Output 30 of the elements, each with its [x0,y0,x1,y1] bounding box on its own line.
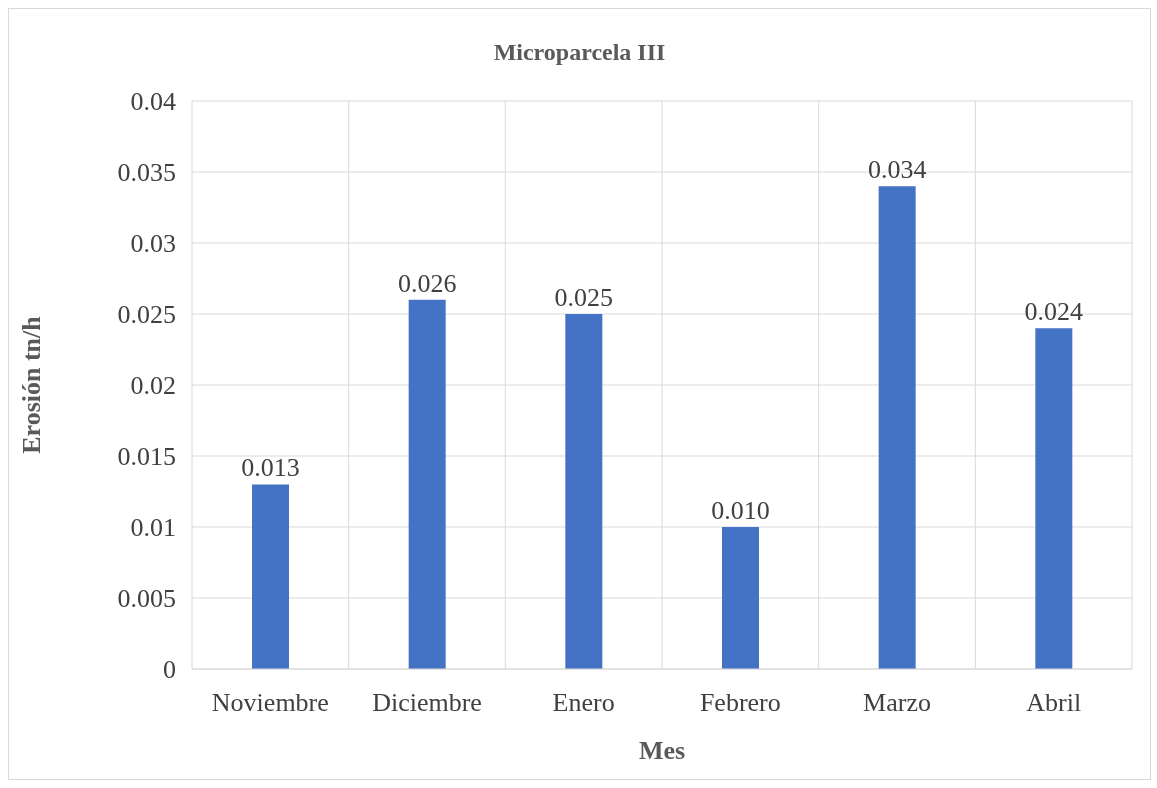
x-tick-label: Abril [1026,688,1082,718]
bar [878,186,916,669]
data-label: 0.024 [1024,297,1084,327]
y-tick-label: 0.025 [117,300,176,330]
bar [252,484,289,669]
chart-title: Microparcela III [492,39,667,66]
bar [408,299,446,669]
bar [722,527,759,669]
data-label: 0.013 [241,453,300,483]
bar [565,314,603,669]
y-tick-label: 0.035 [117,158,176,188]
y-tick-label: 0.03 [130,229,176,259]
y-tick-label: 0.02 [130,371,176,401]
bar [1035,328,1073,669]
data-label: 0.025 [554,283,614,312]
x-tick-label: Noviembre [211,688,329,718]
data-label: 0.010 [711,496,770,525]
x-tick-label: Febrero [699,688,781,718]
data-label: 0.026 [397,268,457,298]
x-tick-label: Marzo [863,688,931,718]
y-tick-label: 0.005 [117,584,176,614]
data-label: 0.034 [867,155,927,185]
y-tick-label: 0.01 [130,513,176,543]
x-axis-title: Mes [638,736,686,765]
y-tick-label: 0 [163,655,176,685]
y-tick-label: 0.015 [117,442,176,472]
y-axis-title: Erosión tn/h [17,315,47,454]
x-tick-label: Enero [552,688,615,718]
y-tick-label: 0.04 [130,87,176,117]
x-tick-label: Diciembre [372,688,482,718]
